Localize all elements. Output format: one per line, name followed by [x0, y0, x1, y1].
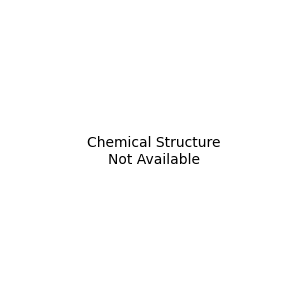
- Text: Chemical Structure
Not Available: Chemical Structure Not Available: [87, 136, 220, 166]
